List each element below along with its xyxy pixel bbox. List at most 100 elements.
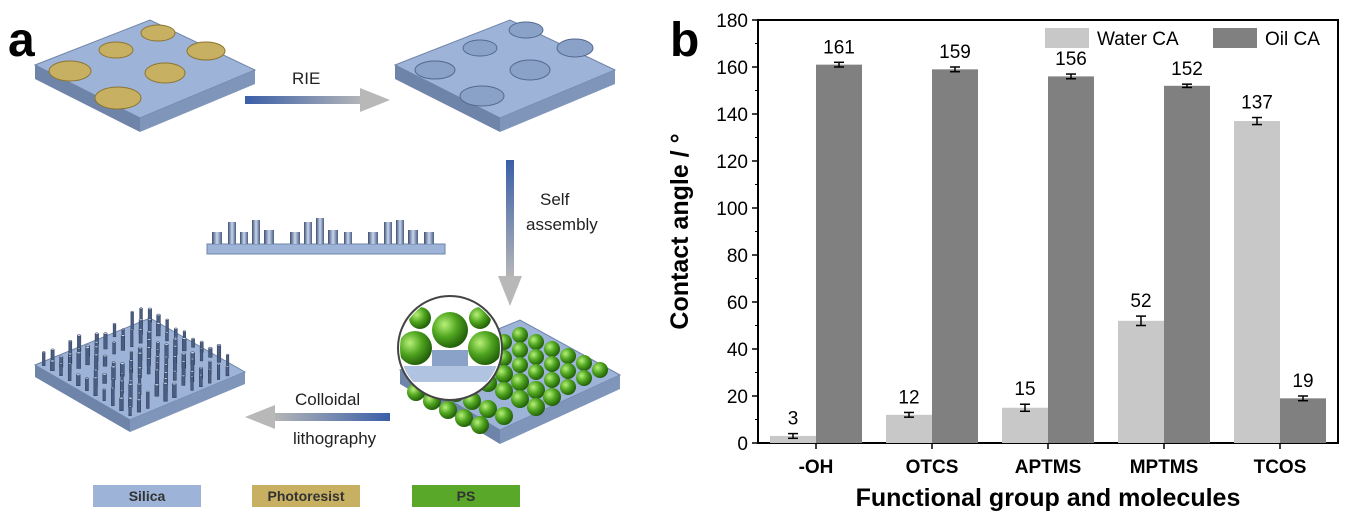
nanopillar-top bbox=[128, 397, 133, 400]
data-label: 15 bbox=[1014, 379, 1035, 400]
nanopillar-top bbox=[172, 382, 177, 386]
legend-label-ps: PS bbox=[457, 488, 476, 504]
nanopillar-top bbox=[85, 377, 89, 380]
nanopillar bbox=[111, 387, 115, 406]
y-tick-label: 140 bbox=[716, 105, 748, 126]
nanopillar bbox=[226, 354, 230, 368]
data-label: 161 bbox=[823, 37, 855, 58]
nanopillar bbox=[137, 352, 143, 370]
nanopillar-top bbox=[182, 330, 186, 333]
nanopillar-top bbox=[216, 343, 222, 347]
colloidal-lithography-arrow bbox=[245, 405, 390, 429]
nanopillar-top bbox=[68, 355, 72, 358]
x-tick-label: OTCS bbox=[906, 457, 959, 478]
legend-label-silica: Silica bbox=[129, 488, 166, 504]
self-assembly-label-2: assembly bbox=[526, 215, 598, 234]
nanopillar-top bbox=[67, 352, 73, 356]
nanopillar bbox=[156, 323, 161, 337]
nanopillar-top bbox=[103, 332, 108, 335]
bar-oil-ca bbox=[816, 64, 862, 444]
nanopillar bbox=[191, 338, 195, 348]
nanopillar bbox=[181, 361, 186, 378]
nanopillar-top bbox=[156, 322, 161, 325]
panel-b-letter: b bbox=[670, 14, 699, 67]
nanopillar bbox=[68, 340, 73, 356]
nanopillar-top bbox=[138, 328, 143, 331]
nanopillar-top bbox=[137, 392, 141, 394]
bar-water-ca bbox=[1234, 121, 1280, 444]
nanopillar-top bbox=[138, 318, 143, 321]
nanopillar bbox=[103, 333, 108, 350]
nanopillar-top bbox=[146, 357, 151, 360]
nanopillar bbox=[120, 335, 125, 351]
nanopillar-top bbox=[137, 366, 142, 369]
nanopillar-top bbox=[120, 362, 125, 365]
data-label: 52 bbox=[1130, 291, 1151, 312]
nanopillar-top bbox=[217, 363, 221, 366]
nanopillar bbox=[208, 368, 212, 384]
rie-arrow bbox=[245, 88, 390, 112]
nanopillar-top bbox=[163, 382, 168, 385]
nanopillar-top bbox=[130, 328, 134, 331]
nanopillar-top bbox=[163, 371, 168, 374]
nanopillar-top bbox=[156, 341, 160, 344]
y-tick-label: 20 bbox=[727, 387, 748, 408]
self-assembly-arrow bbox=[498, 160, 522, 306]
nanopillar-top bbox=[156, 313, 161, 317]
nanopillar-top bbox=[77, 347, 81, 350]
nanopillar bbox=[217, 364, 221, 380]
nanopillar-top bbox=[94, 341, 99, 344]
legend-swatch-ps bbox=[412, 485, 520, 507]
data-label: 156 bbox=[1055, 49, 1087, 70]
nanopillar-top bbox=[119, 379, 124, 382]
bar-water-ca bbox=[770, 435, 816, 443]
nanopillar-top bbox=[50, 348, 55, 351]
nanopillar-top bbox=[155, 368, 160, 372]
nanopillar-top bbox=[102, 373, 107, 376]
legend-swatch-silica bbox=[93, 485, 201, 507]
legend-label-water-ca: Water CA bbox=[1097, 29, 1179, 50]
nanopillar bbox=[182, 338, 187, 352]
nanopillar bbox=[181, 375, 186, 386]
nanopillar-top bbox=[112, 322, 117, 325]
nanopillar bbox=[85, 347, 90, 366]
nanopillar-top bbox=[77, 334, 82, 337]
x-tick-label: APTMS bbox=[1015, 457, 1082, 478]
nanopillar-top bbox=[173, 355, 177, 358]
nanopillar bbox=[128, 384, 133, 399]
bar-oil-ca bbox=[932, 69, 978, 443]
nanopillar bbox=[138, 329, 143, 344]
nanopillar-top bbox=[164, 355, 169, 358]
nanopillar-top bbox=[147, 318, 152, 321]
nanopillar-top bbox=[190, 375, 194, 378]
nanopillar-top bbox=[76, 351, 81, 354]
nanopillar-top bbox=[225, 365, 230, 368]
nanopillar-top bbox=[181, 360, 186, 363]
nanopillar-top bbox=[102, 354, 108, 358]
plot-area: 0 20 40 60 80 100 120 140 160 180 -OH 3 161 OTCS 12 159… bbox=[716, 11, 1339, 478]
x-tick-label: TCOS bbox=[1254, 457, 1307, 478]
nanopillar bbox=[165, 319, 169, 333]
nanopillar-top bbox=[93, 376, 98, 379]
nanopillar-top bbox=[226, 353, 230, 356]
substrate-with-photoresist bbox=[33, 19, 257, 132]
nanopillar-top bbox=[154, 383, 160, 387]
nanopillar-top bbox=[174, 327, 178, 330]
nanopillar-top bbox=[199, 340, 204, 343]
nanopillar-top bbox=[67, 362, 72, 365]
nanopillar bbox=[42, 351, 46, 366]
nanopillar bbox=[173, 356, 177, 373]
nanopillar bbox=[128, 397, 133, 408]
nanopillar-top bbox=[85, 346, 90, 349]
panel-a-letter: a bbox=[8, 14, 35, 67]
nanopillar-top bbox=[112, 341, 116, 344]
nanopillar-top bbox=[128, 405, 132, 408]
y-tick-label: 80 bbox=[727, 246, 748, 267]
nanopillar-top bbox=[199, 374, 203, 377]
y-tick-label: 60 bbox=[727, 293, 748, 314]
nanopillar bbox=[208, 347, 213, 358]
nanopillar-top bbox=[68, 339, 73, 342]
nanopillar-top bbox=[155, 355, 160, 358]
nanopillar-top bbox=[190, 370, 195, 373]
contact-angle-chart: b 0 20 40 60 80 100 120 140 160 180 -OH 3 161 OTCS 12 1… bbox=[650, 0, 1350, 528]
